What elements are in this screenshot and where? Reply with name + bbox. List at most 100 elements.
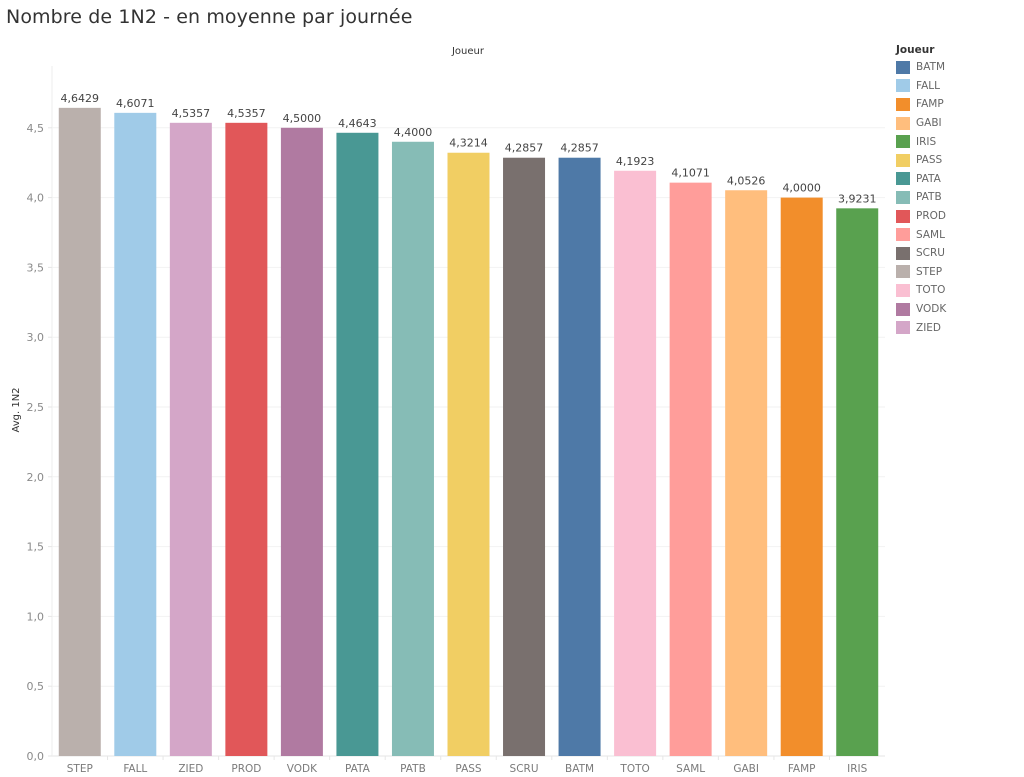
legend-label: TOTO xyxy=(916,284,946,297)
legend-swatch xyxy=(896,209,910,223)
value-label: 4,0526 xyxy=(727,174,766,187)
legend-swatch xyxy=(896,153,910,167)
column-header: Joueur xyxy=(451,46,485,57)
x-tick-label: BATM xyxy=(565,763,594,775)
bar-gabi[interactable] xyxy=(725,190,768,757)
legend-item-famp[interactable]: FAMP xyxy=(896,95,946,114)
x-axis: STEP FALL ZIED PROD VODK PATA PATB PASS SCRU BATM… xyxy=(67,756,868,775)
legend-label: ZIED xyxy=(916,321,942,334)
bar-famp[interactable] xyxy=(780,197,823,757)
legend-swatch xyxy=(896,97,910,111)
value-label: 3,9231 xyxy=(838,192,877,205)
legend-item-step[interactable]: STEP xyxy=(896,263,946,282)
x-tick-label: ZIED xyxy=(178,763,203,775)
y-tick-label: 0,5 xyxy=(27,680,45,693)
bars: 4,6429 4,6071 4,5357 4,5357 4,5000 4,4643 4,40… xyxy=(58,92,879,757)
bar-toto[interactable] xyxy=(614,170,657,757)
bar-step[interactable] xyxy=(58,107,101,757)
bar-vodk[interactable] xyxy=(280,127,323,757)
legend-label: GABI xyxy=(916,117,942,130)
legend-item-pass[interactable]: PASS xyxy=(896,151,946,170)
legend: Joueur BATM FALL FAMP GABI IRIS PASS PATA PATB P… xyxy=(896,44,946,337)
y-tick-label: 3,0 xyxy=(27,331,45,344)
bar-scru[interactable] xyxy=(503,157,546,756)
legend-item-pata[interactable]: PATA xyxy=(896,170,946,189)
x-tick-label: IRIS xyxy=(847,763,867,775)
value-label: 4,5000 xyxy=(283,112,322,125)
bar-pass[interactable] xyxy=(447,152,490,757)
legend-swatch xyxy=(896,172,910,186)
legend-label: SAML xyxy=(916,228,945,241)
y-tick-label: 4,0 xyxy=(27,192,45,205)
legend-item-prod[interactable]: PROD xyxy=(896,207,946,226)
y-tick-label: 3,5 xyxy=(27,261,45,274)
x-tick-label: SAML xyxy=(676,763,705,775)
legend-item-zied[interactable]: ZIED xyxy=(896,318,946,337)
bar-zied[interactable] xyxy=(169,122,212,756)
bar-saml[interactable] xyxy=(669,182,712,757)
legend-label: PASS xyxy=(916,154,943,167)
value-label: 4,5357 xyxy=(172,107,211,120)
y-tick-label: 1,0 xyxy=(27,610,45,623)
x-tick-label: STEP xyxy=(67,763,93,775)
legend-label: BATM xyxy=(916,61,946,74)
bar-prod[interactable] xyxy=(225,122,268,756)
value-label: 4,6429 xyxy=(61,92,100,105)
legend-item-fall[interactable]: FALL xyxy=(896,77,946,96)
legend-item-vodk[interactable]: VODK xyxy=(896,300,946,319)
x-tick-label: FAMP xyxy=(788,763,816,775)
value-label: 4,2857 xyxy=(560,142,599,155)
legend-swatch xyxy=(896,135,910,149)
x-tick-label: PATB xyxy=(400,763,426,775)
bar-chart: Joueur 0,0 0,5 1,0 1,5 2,0 2,5 3,0 3,5 4,0 4,5 Av… xyxy=(11,46,885,775)
legend-item-toto[interactable]: TOTO xyxy=(896,281,946,300)
x-tick-label: PROD xyxy=(231,763,261,775)
legend-swatch xyxy=(896,79,910,93)
value-label: 4,5357 xyxy=(227,107,266,120)
legend-label: FALL xyxy=(916,79,940,92)
legend-item-iris[interactable]: IRIS xyxy=(896,132,946,151)
legend-label: IRIS xyxy=(916,135,937,148)
legend-swatch xyxy=(896,246,910,260)
value-label: 4,4643 xyxy=(338,117,377,130)
bar-batm[interactable] xyxy=(558,157,601,756)
legend-swatch xyxy=(896,321,910,335)
y-axis: 0,0 0,5 1,0 1,5 2,0 2,5 3,0 3,5 4,0 4,5 xyxy=(27,66,53,763)
legend-item-patb[interactable]: PATB xyxy=(896,188,946,207)
legend-item-gabi[interactable]: GABI xyxy=(896,114,946,133)
legend-swatch xyxy=(896,228,910,242)
legend-label: STEP xyxy=(916,265,943,278)
legend-item-batm[interactable]: BATM xyxy=(896,58,946,77)
legend-swatch xyxy=(896,190,910,204)
bar-iris[interactable] xyxy=(836,208,879,757)
value-label: 4,2857 xyxy=(505,142,544,155)
legend-label: PROD xyxy=(916,210,946,223)
legend-title: Joueur xyxy=(896,44,935,56)
value-label: 4,4000 xyxy=(394,126,433,139)
bar-pata[interactable] xyxy=(336,132,379,757)
x-tick-label: SCRU xyxy=(510,763,539,775)
legend-swatch xyxy=(896,116,910,130)
y-tick-label: 2,5 xyxy=(27,401,45,414)
legend-label: VODK xyxy=(916,303,947,316)
bar-fall[interactable] xyxy=(114,112,157,757)
y-tick-label: 0,0 xyxy=(27,750,45,763)
x-tick-label: GABI xyxy=(733,763,759,775)
x-tick-label: VODK xyxy=(287,763,318,775)
legend-label: PATB xyxy=(916,191,942,204)
x-tick-label: TOTO xyxy=(619,763,649,775)
value-label: 4,0000 xyxy=(782,182,821,195)
value-label: 4,1923 xyxy=(616,155,655,168)
chart-title: Nombre de 1N2 - en moyenne par journée xyxy=(6,6,413,28)
legend-label: SCRU xyxy=(916,247,945,260)
bar-patb[interactable] xyxy=(391,141,434,756)
legend-swatch xyxy=(896,60,910,74)
x-tick-label: FALL xyxy=(123,763,147,775)
legend-item-scru[interactable]: SCRU xyxy=(896,244,946,263)
legend-item-saml[interactable]: SAML xyxy=(896,225,946,244)
y-tick-label: 2,0 xyxy=(27,471,45,484)
legend-label: FAMP xyxy=(916,98,944,111)
value-label: 4,6071 xyxy=(116,97,155,110)
x-tick-label: PATA xyxy=(345,763,371,775)
legend-swatch xyxy=(896,283,910,297)
